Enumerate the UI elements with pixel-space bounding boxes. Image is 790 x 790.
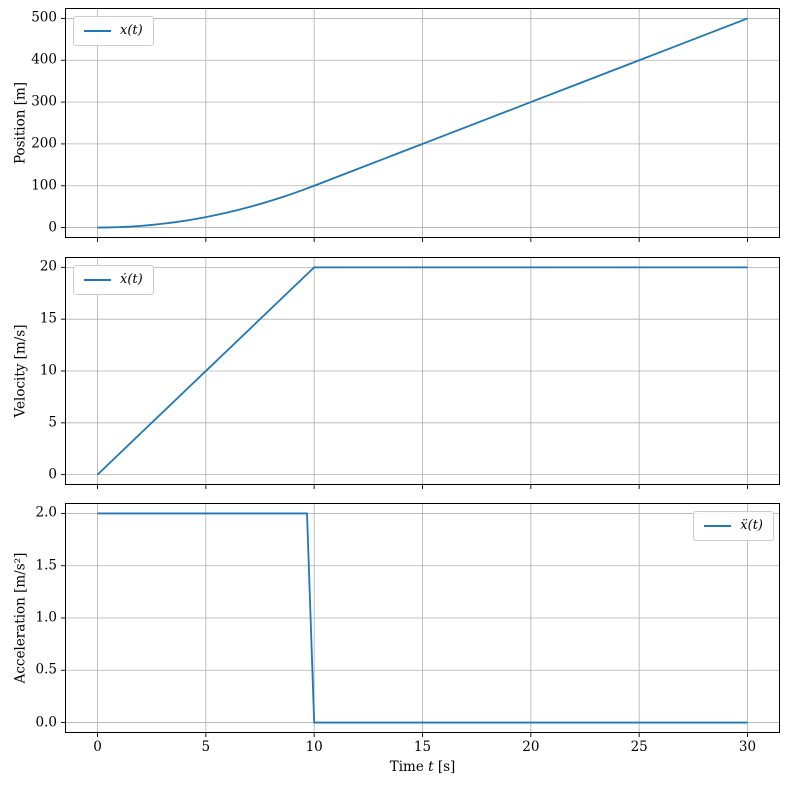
y-tick-label: 10	[39, 362, 57, 379]
y-tick-label: 500	[31, 9, 57, 26]
legend-acceleration: ẍ(t)	[693, 511, 774, 541]
x-tick-label: 0	[93, 739, 102, 755]
axes-spines	[65, 503, 780, 733]
xlabel-time: Time t [s]	[389, 759, 456, 775]
y-tick-label: 200	[31, 135, 57, 152]
legend-label: ẍ(t)	[740, 518, 763, 533]
legend-line-sample	[84, 278, 111, 282]
ylabel-velocity: Velocity [m/s]	[12, 324, 29, 418]
xlabel-math-part: t	[428, 759, 434, 775]
y-tick-label: 300	[31, 93, 57, 110]
plot-area-position	[61, 8, 780, 242]
plot-area-acceleration	[61, 503, 780, 737]
ylabel-position: Position [m]	[12, 81, 29, 165]
x-tick-label: 15	[413, 739, 432, 755]
data-line-position	[97, 17, 748, 229]
x-tick-label: 5	[201, 739, 211, 755]
legend-position: x(t)	[73, 16, 154, 46]
x-tick-label: 25	[630, 739, 648, 755]
plot-area-velocity	[61, 257, 780, 489]
axes-spines	[65, 8, 780, 238]
x-tick-label: 20	[522, 739, 540, 755]
legend-label: x(t)	[120, 23, 143, 38]
legend-velocity: ẋ(t)	[73, 265, 154, 295]
y-tick-label: 20	[39, 258, 57, 275]
data-line-velocity	[96, 266, 748, 476]
xlabel-text-part: Time	[389, 759, 429, 775]
x-tick-label: 30	[738, 739, 757, 755]
y-tick-label: 0	[48, 465, 57, 482]
y-tick-label: 0.5	[35, 661, 57, 678]
x-tick-label: 10	[305, 739, 323, 755]
legend-line-sample	[84, 29, 111, 33]
xlabel-text-part: [s]	[433, 759, 456, 775]
y-tick-label: 5	[48, 414, 57, 431]
y-tick-label: 1.5	[35, 556, 57, 573]
axes-spines	[65, 257, 780, 485]
y-tick-label: 0	[48, 218, 57, 235]
y-tick-label: 100	[31, 176, 57, 193]
y-tick-label: 1.0	[35, 609, 57, 626]
y-tick-label: 400	[31, 51, 57, 68]
ylabel-acceleration: Acceleration [m/s²]	[12, 552, 29, 684]
y-tick-label: 2.0	[35, 504, 57, 521]
legend-line-sample	[704, 524, 732, 528]
data-line-acceleration	[97, 512, 748, 724]
legend-label: ẋ(t)	[120, 272, 143, 287]
y-tick-label: 15	[39, 310, 57, 327]
y-tick-label: 0.0	[35, 713, 57, 730]
